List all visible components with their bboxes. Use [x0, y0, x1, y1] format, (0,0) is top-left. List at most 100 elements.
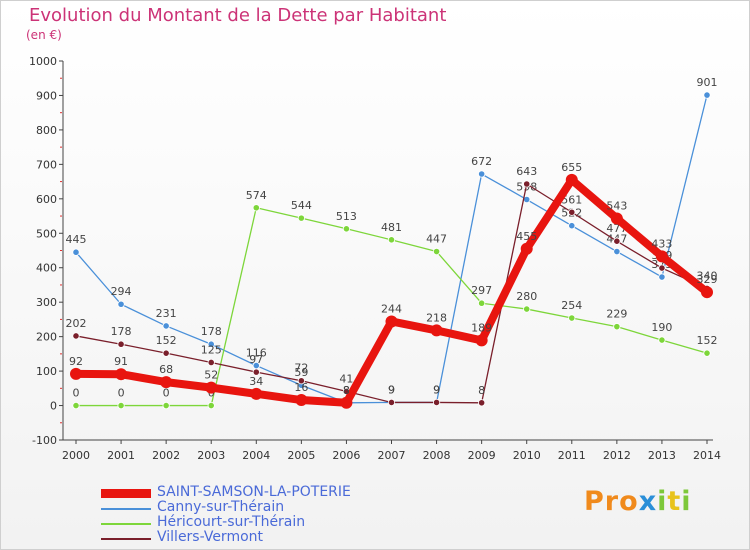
legend-label-canny: Canny-sur-Thérain	[157, 499, 285, 515]
data-label-saint-samson-la-poterie: 244	[381, 302, 402, 315]
data-point-saint-samson-la-poterie	[475, 334, 488, 347]
x-tick-label: 2013	[648, 449, 676, 462]
data-point-saint-samson-la-poterie	[385, 315, 398, 328]
data-label-h-ricourt-sur-th-rain: 574	[246, 189, 267, 202]
data-point-villers-vermont	[297, 377, 305, 385]
data-point-saint-samson-la-poterie	[610, 212, 623, 225]
x-tick-label: 2011	[558, 449, 586, 462]
x-tick-label: 2008	[423, 449, 451, 462]
data-point-h-ricourt-sur-th-rain	[162, 401, 170, 410]
data-label-saint-samson-la-poterie: 543	[606, 199, 627, 212]
data-point-h-ricourt-sur-th-rain	[117, 401, 125, 410]
data-label-villers-vermont: 561	[561, 193, 582, 206]
data-point-h-ricourt-sur-th-rain	[568, 314, 576, 322]
data-label-villers-vermont: 340	[697, 269, 718, 282]
data-label-villers-vermont: 643	[516, 165, 537, 178]
data-label-canny-sur-th-rain: 901	[697, 76, 718, 89]
legend-label-villers: Villers-Vermont	[157, 529, 264, 545]
y-tick-label: 500	[36, 227, 57, 240]
data-label-villers-vermont: 8	[478, 384, 485, 397]
x-tick-label: 2003	[197, 449, 225, 462]
data-point-h-ricourt-sur-th-rain	[478, 299, 486, 307]
data-point-saint-samson-la-poterie	[565, 173, 578, 186]
data-point-villers-vermont	[613, 237, 621, 245]
data-point-h-ricourt-sur-th-rain	[613, 323, 621, 331]
legend-label-saint-samson: SAINT-SAMSON-LA-POTERIE	[157, 484, 351, 500]
data-label-saint-samson-la-poterie: 655	[561, 161, 582, 174]
data-point-saint-samson-la-poterie	[520, 242, 533, 255]
data-label-saint-samson-la-poterie: 189	[471, 321, 492, 334]
data-label-canny-sur-th-rain: 231	[156, 307, 177, 320]
y-tick-label: 200	[36, 331, 57, 344]
y-tick-label: 1000	[29, 55, 57, 68]
logo-letter: o	[619, 486, 639, 517]
data-label-h-ricourt-sur-th-rain: 544	[291, 199, 312, 212]
logo-letter: x	[638, 486, 658, 517]
data-label-villers-vermont: 41	[339, 372, 353, 385]
data-point-saint-samson-la-poterie	[701, 286, 713, 299]
data-label-h-ricourt-sur-th-rain: 280	[516, 290, 537, 303]
y-tick-label: 100	[36, 365, 57, 378]
data-point-canny-sur-th-rain	[613, 247, 621, 256]
data-point-canny-sur-th-rain	[207, 340, 215, 348]
data-label-h-ricourt-sur-th-rain: 481	[381, 221, 402, 234]
x-tick-label: 2007	[378, 449, 406, 462]
logo-letter: i	[681, 486, 692, 517]
data-label-saint-samson-la-poterie: 16	[294, 381, 308, 394]
data-label-saint-samson-la-poterie: 8	[343, 384, 350, 397]
y-tick-label: -100	[32, 434, 57, 447]
y-tick-label: 600	[36, 193, 57, 206]
y-tick-label: 700	[36, 158, 57, 171]
data-label-villers-vermont: 178	[111, 325, 132, 338]
logo-letter: r	[604, 486, 620, 517]
x-tick-label: 2002	[152, 449, 180, 462]
data-point-canny-sur-th-rain	[72, 248, 80, 256]
logo-letter: i	[657, 486, 668, 517]
x-tick-label: 2014	[693, 449, 721, 462]
data-point-villers-vermont	[162, 349, 170, 357]
data-label-saint-samson-la-poterie: 68	[159, 363, 173, 376]
data-point-villers-vermont	[117, 340, 125, 348]
data-point-h-ricourt-sur-th-rain	[658, 336, 666, 344]
data-point-canny-sur-th-rain	[703, 91, 711, 99]
data-label-saint-samson-la-poterie: 34	[249, 375, 263, 388]
data-point-h-ricourt-sur-th-rain	[523, 305, 531, 313]
data-label-canny-sur-th-rain: 672	[471, 155, 492, 168]
data-label-canny-sur-th-rain: 59	[294, 366, 308, 379]
legend-swatch-canny	[101, 508, 151, 510]
data-point-h-ricourt-sur-th-rain	[252, 204, 260, 212]
series-line-canny-sur-th-rain	[75, 94, 708, 404]
data-label-canny-sur-th-rain: 294	[111, 285, 132, 298]
data-label-canny-sur-th-rain: 116	[246, 347, 267, 360]
data-point-villers-vermont	[568, 208, 576, 216]
data-point-h-ricourt-sur-th-rain	[387, 236, 396, 244]
data-point-h-ricourt-sur-th-rain	[72, 401, 80, 410]
x-tick-label: 2000	[62, 449, 90, 462]
logo-letter: P	[584, 486, 605, 517]
data-point-saint-samson-la-poterie	[655, 250, 668, 263]
y-tick-label: 0	[50, 400, 57, 413]
data-point-villers-vermont	[432, 398, 441, 407]
data-label-canny-sur-th-rain: 178	[201, 325, 222, 338]
data-label-canny-sur-th-rain: 445	[66, 233, 87, 246]
data-point-saint-samson-la-poterie	[295, 394, 308, 407]
legend-label-hericourt: Héricourt-sur-Thérain	[157, 514, 306, 530]
data-label-saint-samson-la-poterie: 52	[204, 369, 218, 382]
data-label-h-ricourt-sur-th-rain: 0	[73, 387, 80, 400]
data-point-canny-sur-th-rain	[568, 222, 576, 230]
x-tick-label: 2004	[242, 449, 270, 462]
data-label-saint-samson-la-poterie: 455	[516, 230, 537, 243]
data-point-h-ricourt-sur-th-rain	[703, 349, 711, 357]
data-label-saint-samson-la-poterie: 329	[697, 273, 718, 286]
data-point-saint-samson-la-poterie	[205, 381, 218, 394]
x-tick-label: 2012	[603, 449, 631, 462]
data-label-h-ricourt-sur-th-rain: 0	[163, 387, 170, 400]
unit-label: (en €)	[26, 28, 62, 42]
data-point-saint-samson-la-poterie	[340, 396, 353, 409]
legend-swatch-hericourt	[101, 523, 151, 525]
legend-swatch-villers	[101, 538, 151, 540]
data-label-h-ricourt-sur-th-rain: 297	[471, 284, 492, 297]
data-point-villers-vermont	[658, 264, 666, 272]
